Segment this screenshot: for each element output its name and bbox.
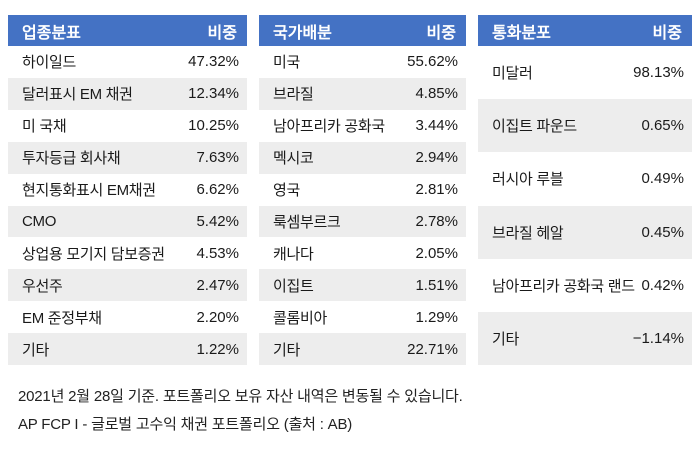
footer-note-source: AP FCP I - 글로벌 고수익 채권 포트폴리오 (출처 : AB): [18, 416, 353, 433]
row-value: 10.25%: [188, 117, 239, 135]
row-label: 미달러: [492, 65, 533, 83]
row-label: 달러표시 EM 채권: [22, 86, 133, 104]
table-row: 미국 55.62%: [259, 46, 466, 78]
row-value: 0.65%: [641, 117, 684, 135]
row-value: 2.47%: [196, 276, 239, 294]
row-label: 기타: [22, 341, 50, 359]
row-label: 현지통화표시 EM채권: [22, 182, 156, 200]
allocation-table-industry: 업종분표 비중 하이일드 47.32% 달러표시 EM 채권 12.34% 미 국채…: [8, 15, 247, 366]
table-row: 콜롬비아 1.29%: [259, 301, 466, 334]
table-body-country: 미국 55.62% 브라질 4.85% 남아프리카 공화국 3.44% 멕시코 2.94…: [259, 46, 466, 366]
table-header-weight: 비중: [426, 24, 456, 42]
row-label: 멕시코: [273, 150, 314, 168]
row-label: 하이일드: [22, 54, 77, 72]
table-row: 남아프리카 공화국 3.44%: [259, 109, 466, 142]
row-value: 3.44%: [415, 117, 458, 135]
row-label: 영국: [273, 182, 301, 200]
table-row: 미 국채 10.25%: [8, 109, 247, 142]
row-value: 7.63%: [196, 149, 239, 167]
table-row: 러시아 루블 0.49%: [478, 152, 692, 206]
table-row: 기타 1.22%: [8, 333, 247, 366]
row-label: 상업용 모기지 담보증권: [22, 245, 165, 263]
row-label: 남아프리카 공화국: [273, 118, 385, 136]
row-value: 12.34%: [188, 85, 239, 103]
row-label: 콜롬비아: [273, 309, 328, 327]
row-label: 미국: [273, 54, 301, 72]
row-label: 브라질: [273, 86, 314, 104]
table-row: 브라질 4.85%: [259, 77, 466, 110]
row-value: 4.53%: [196, 244, 239, 262]
table-row: EM 준정부채 2.20%: [8, 301, 247, 334]
table-header-weight: 비중: [652, 24, 682, 42]
row-label: EM 준정부채: [22, 309, 102, 327]
row-value: 1.29%: [415, 308, 458, 326]
row-value: 2.81%: [415, 181, 458, 199]
table-row: 이집트 파운드 0.65%: [478, 99, 692, 153]
row-value: 2.05%: [415, 244, 458, 262]
row-label: 이집트 파운드: [492, 118, 577, 136]
table-row: 하이일드 47.32%: [8, 46, 247, 78]
row-label: 기타: [492, 330, 520, 348]
table-body-industry: 하이일드 47.32% 달러표시 EM 채권 12.34% 미 국채 10.25% 투…: [8, 46, 247, 366]
footer-note-date: 2021년 2월 28일 기준. 포트폴리오 보유 자산 내역은 변동될 수 있…: [18, 388, 463, 405]
row-label: 이집트: [273, 277, 314, 295]
allocation-table-country: 국가배분 비중 미국 55.62% 브라질 4.85% 남아프리카 공화국 3.44%…: [259, 15, 466, 366]
row-label: 러시아 루블: [492, 171, 564, 189]
row-value: 1.51%: [415, 276, 458, 294]
table-body-currency: 미달러 98.13% 이집트 파운드 0.65% 러시아 루블 0.49% 브라질 헤…: [478, 46, 692, 366]
table-row: 달러표시 EM 채권 12.34%: [8, 77, 247, 110]
row-value: 0.45%: [641, 223, 684, 241]
row-value: −1.14%: [632, 329, 684, 347]
row-value: 4.85%: [415, 85, 458, 103]
table-row: 룩셈부르크 2.78%: [259, 205, 466, 238]
table-row: 브라질 헤알 0.45%: [478, 205, 692, 259]
row-value: 47.32%: [188, 53, 239, 71]
table-row: 현지통화표시 EM채권 6.62%: [8, 173, 247, 206]
table-row: 상업용 모기지 담보증권 4.53%: [8, 237, 247, 270]
table-row: CMO 5.42%: [8, 205, 247, 238]
row-value: 2.78%: [415, 212, 458, 230]
table-row: 미달러 98.13%: [478, 46, 692, 100]
table-header-industry: 업종분표 비중: [8, 15, 247, 46]
table-header-weight: 비중: [207, 24, 237, 42]
row-label: 남아프리카 공화국 랜드: [492, 277, 635, 295]
allocation-table-currency: 통화분포 비중 미달러 98.13% 이집트 파운드 0.65% 러시아 루블 0.4…: [478, 15, 692, 366]
row-value: 6.62%: [196, 181, 239, 199]
table-header-title: 통화분포: [492, 24, 551, 42]
row-value: 0.42%: [641, 276, 684, 294]
table-row: 기타 22.71%: [259, 333, 466, 366]
row-value: 2.94%: [415, 149, 458, 167]
table-row: 기타 −1.14%: [478, 311, 692, 366]
row-label: 캐나다: [273, 245, 314, 263]
row-label: 미 국채: [22, 118, 67, 136]
row-label: 우선주: [22, 277, 63, 295]
row-label: 룩셈부르크: [273, 213, 341, 231]
table-row: 우선주 2.47%: [8, 269, 247, 302]
table-header-currency: 통화분포 비중: [478, 15, 692, 46]
row-value: 0.49%: [641, 170, 684, 188]
row-value: 55.62%: [407, 53, 458, 71]
row-value: 1.22%: [196, 340, 239, 358]
row-label: 투자등급 회사채: [22, 150, 121, 168]
row-value: 22.71%: [407, 340, 458, 358]
table-row: 남아프리카 공화국 랜드 0.42%: [478, 258, 692, 312]
table-header-title: 업종분표: [22, 24, 81, 42]
table-row: 캐나다 2.05%: [259, 237, 466, 270]
table-row: 멕시코 2.94%: [259, 141, 466, 174]
row-label: 기타: [273, 341, 301, 359]
table-header-title: 국가배분: [273, 24, 332, 42]
table-row: 영국 2.81%: [259, 173, 466, 206]
row-label: 브라질 헤알: [492, 224, 564, 242]
row-value: 2.20%: [196, 308, 239, 326]
table-header-country: 국가배분 비중: [259, 15, 466, 46]
row-value: 5.42%: [196, 212, 239, 230]
table-row: 투자등급 회사채 7.63%: [8, 141, 247, 174]
footer-notes: 2021년 2월 28일 기준. 포트폴리오 보유 자산 내역은 변동될 수 있…: [18, 383, 463, 439]
row-label: CMO: [22, 212, 57, 230]
table-row: 이집트 1.51%: [259, 269, 466, 302]
row-value: 98.13%: [633, 64, 684, 82]
